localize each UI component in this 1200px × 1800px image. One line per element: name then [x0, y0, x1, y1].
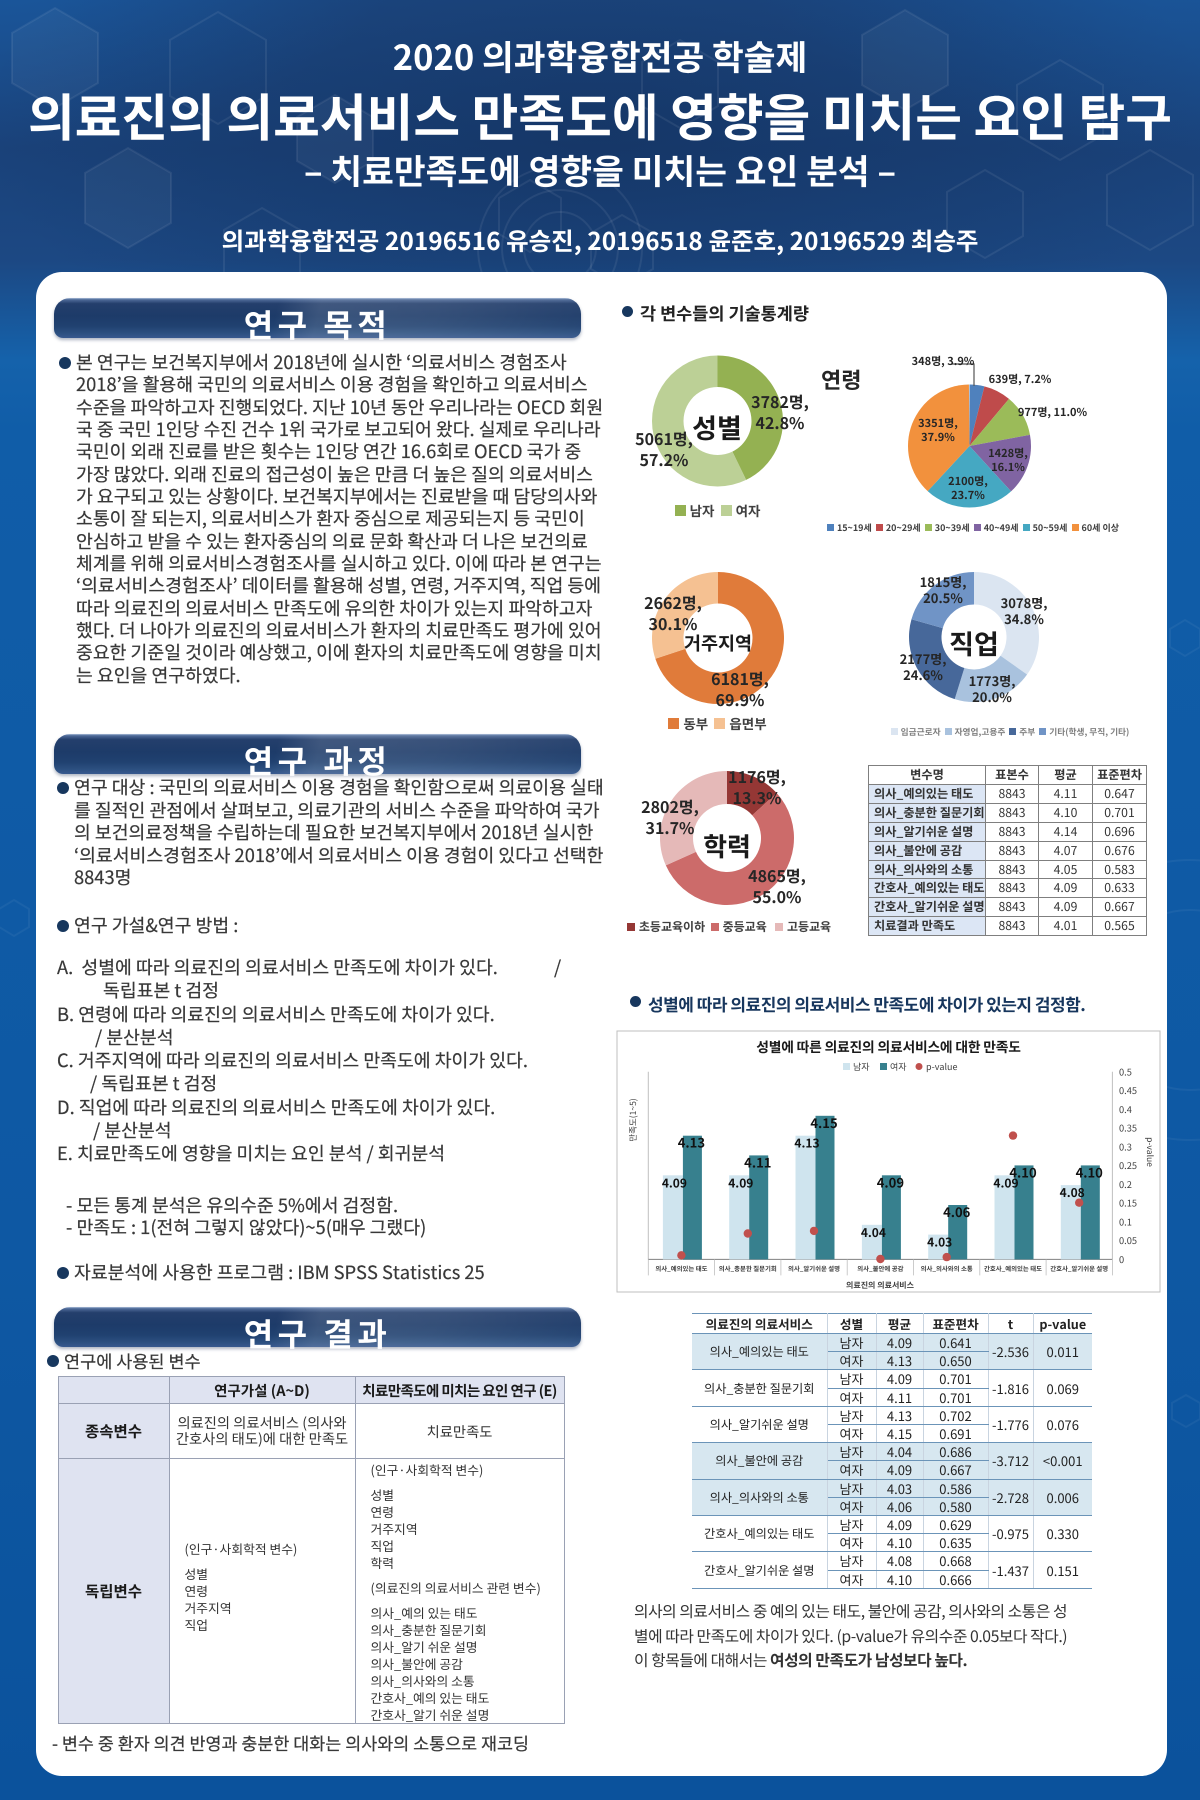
svg-text:의사_의사와의 소통: 의사_의사와의 소통 [921, 1264, 973, 1273]
svg-text:4.09: 4.09 [662, 1174, 687, 1191]
svg-text:4.09: 4.09 [728, 1174, 753, 1191]
svg-text:0.5: 0.5 [1119, 1064, 1132, 1078]
svg-text:0: 0 [1119, 1252, 1124, 1266]
svg-text:4.09: 4.09 [993, 1174, 1018, 1191]
svg-text:0.15: 0.15 [1119, 1196, 1137, 1210]
svg-text:0.35: 0.35 [1119, 1121, 1137, 1135]
svg-text:의사_충분한 질문기회: 의사_충분한 질문기회 [719, 1264, 777, 1273]
svg-text:4.11: 4.11 [744, 1152, 771, 1171]
svg-text:의사_알기쉬운 설명: 의사_알기쉬운 설명 [788, 1264, 840, 1273]
svg-text:0.4: 0.4 [1119, 1102, 1132, 1116]
svg-text:4.10: 4.10 [1009, 1162, 1037, 1181]
svg-text:4.13: 4.13 [794, 1135, 819, 1152]
svg-text:0.05: 0.05 [1119, 1233, 1137, 1247]
svg-text:0.2: 0.2 [1119, 1177, 1132, 1191]
svg-text:간호사_예의있는 태도: 간호사_예의있는 태도 [984, 1264, 1042, 1273]
svg-text:0.3: 0.3 [1119, 1139, 1132, 1153]
svg-text:의사_예의있는 태도: 의사_예의있는 태도 [655, 1264, 707, 1273]
svg-text:4.09: 4.09 [877, 1172, 904, 1191]
svg-text:간호사_알기쉬운 설명: 간호사_알기쉬운 설명 [1050, 1264, 1108, 1273]
svg-text:0.25: 0.25 [1119, 1158, 1137, 1172]
svg-text:남자: 남자 [853, 1060, 870, 1073]
svg-text:0.1: 0.1 [1119, 1214, 1132, 1228]
svg-text:4.08: 4.08 [1060, 1184, 1085, 1201]
svg-text:4.06: 4.06 [943, 1202, 971, 1221]
svg-text:4.04: 4.04 [861, 1224, 886, 1241]
svg-text:만족도(1~5): 만족도(1~5) [627, 1098, 639, 1141]
svg-text:의사_불안에 공감: 의사_불안에 공감 [857, 1264, 903, 1273]
svg-text:4.10: 4.10 [1076, 1162, 1104, 1181]
svg-text:4.15: 4.15 [810, 1113, 837, 1132]
svg-text:4.03: 4.03 [927, 1234, 952, 1251]
svg-text:p-value: p-value [926, 1060, 957, 1073]
svg-text:p-value: p-value [1144, 1137, 1156, 1167]
svg-text:0.45: 0.45 [1119, 1083, 1137, 1097]
svg-text:성별에 따른 의료진의 의료서비스에 대한 만족도: 성별에 따른 의료진의 의료서비스에 대한 만족도 [756, 1036, 1021, 1056]
svg-text:의료진의 의료서비스: 의료진의 의료서비스 [846, 1280, 915, 1291]
svg-text:여자: 여자 [890, 1060, 907, 1073]
svg-text:4.13: 4.13 [678, 1133, 705, 1152]
